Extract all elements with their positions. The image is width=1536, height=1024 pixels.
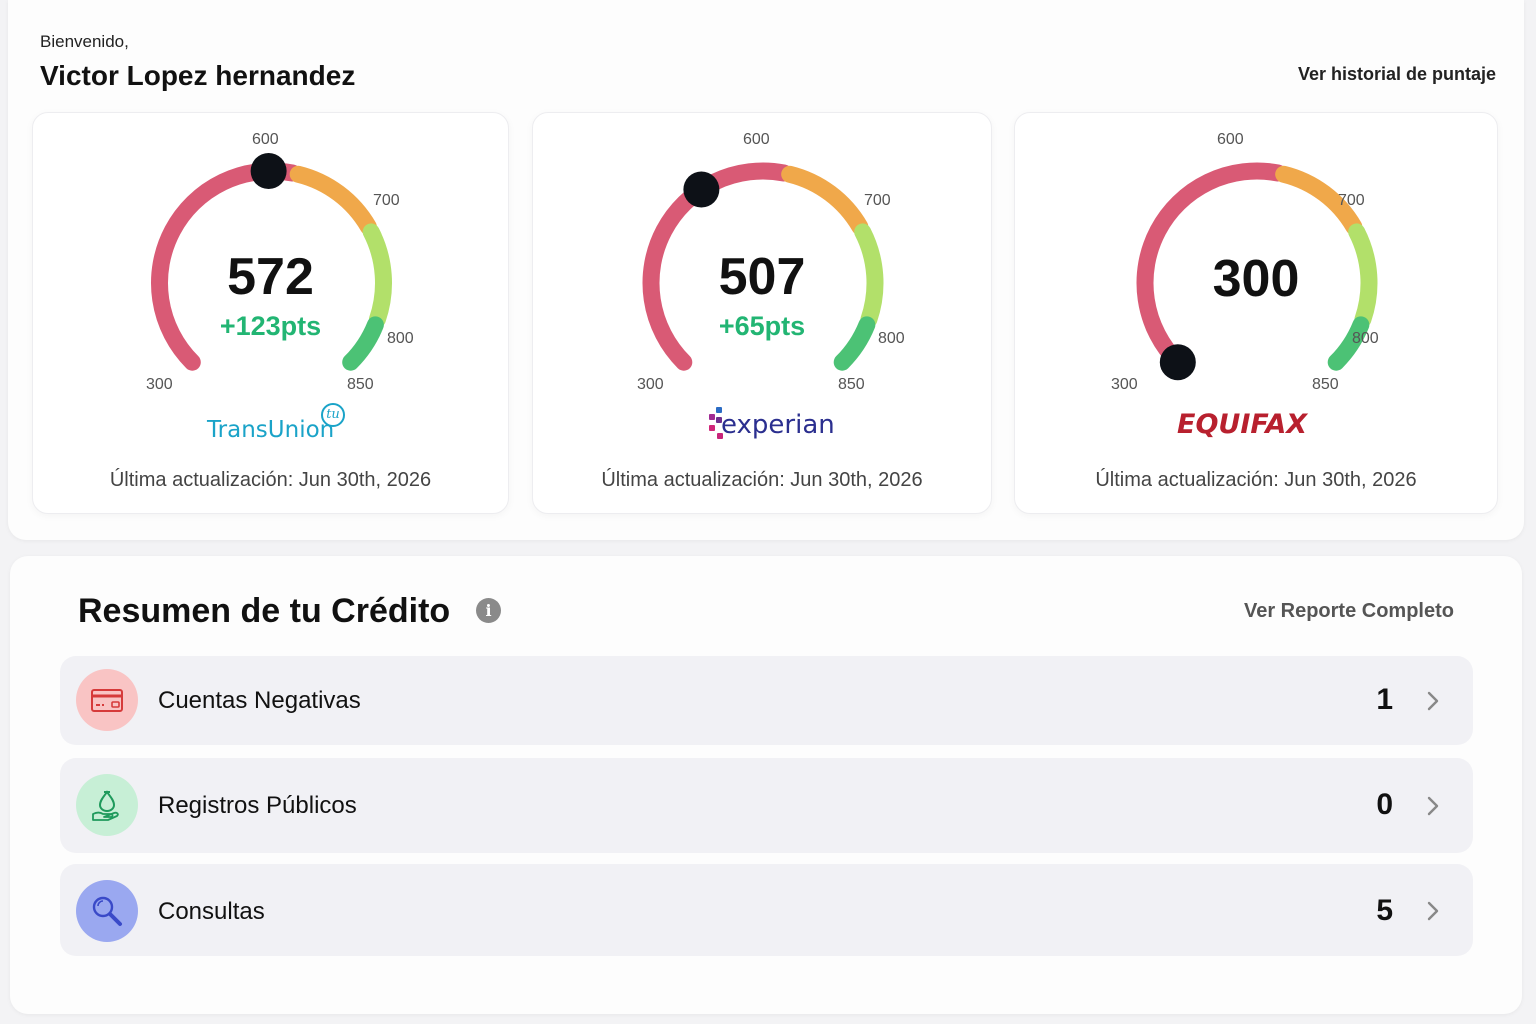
row-count: 0 xyxy=(1376,788,1393,821)
transunion-score-card[interactable]: 600 700 800 850 300 572 +123pts TransUni… xyxy=(32,112,509,514)
gauge-tick-700: 700 xyxy=(1338,192,1365,209)
transunion-logo-text: TransUnion xyxy=(207,417,335,443)
hand-bag-icon xyxy=(92,790,119,821)
equifax-logo: EQUIFAX xyxy=(1177,409,1317,443)
score-delta: +65pts xyxy=(718,311,806,341)
score-gauge xyxy=(151,153,392,371)
gauge-tick-800: 800 xyxy=(387,330,414,347)
gauge-segment-good xyxy=(854,223,884,328)
experian-logo: experian xyxy=(707,405,847,445)
score-value: 572 xyxy=(227,248,314,306)
transunion-badge: tu xyxy=(321,403,345,427)
gauge-tick-800: 800 xyxy=(1352,330,1379,347)
gauge-tick-300: 300 xyxy=(146,376,173,393)
gauge-score-marker xyxy=(683,171,720,208)
search-icon xyxy=(92,896,122,926)
last-updated: Última actualización: Jun 30th, 2026 xyxy=(1095,469,1417,491)
gauge-segment-poor xyxy=(1136,162,1287,371)
gauge-tick-600: 600 xyxy=(1217,131,1244,148)
score-history-link[interactable]: Ver historial de puntaje xyxy=(1297,64,1496,84)
score-gauge xyxy=(642,162,884,371)
row-label: Cuentas Negativas xyxy=(158,687,361,714)
gauge-score-marker xyxy=(1159,344,1196,381)
gauge-tick-850: 850 xyxy=(838,376,865,393)
chevron-right-icon xyxy=(1427,901,1439,921)
gauge-tick-600: 600 xyxy=(252,131,279,148)
score-value: 507 xyxy=(718,248,806,306)
greeting: Bienvenido, xyxy=(40,32,129,51)
gauge-tick-800: 800 xyxy=(878,330,905,347)
equifax-logo-text: EQUIFAX xyxy=(1177,409,1308,440)
credit-card-icon-badge xyxy=(76,669,138,731)
gauge-tick-850: 850 xyxy=(1312,376,1339,393)
info-icon[interactable]: i xyxy=(476,598,501,623)
experian-logo-text: experian xyxy=(721,410,835,440)
gauge-segment-poor xyxy=(642,162,793,371)
gauge-segment-good xyxy=(362,223,392,328)
row-count: 1 xyxy=(1376,683,1393,716)
gauge-tick-700: 700 xyxy=(864,192,891,209)
score-gauge xyxy=(1136,162,1378,381)
gauge-tick-300: 300 xyxy=(1111,376,1138,393)
summary-title: Resumen de tu Crédito xyxy=(78,592,451,630)
summary-row-registros-publicos[interactable]: Registros Públicos 0 xyxy=(60,758,1473,853)
gauge-segment-fair xyxy=(781,165,869,236)
full-report-link[interactable]: Ver Reporte Completo xyxy=(1243,600,1454,622)
score-delta: +123pts xyxy=(219,311,322,341)
experian-dots-icon xyxy=(709,407,723,439)
user-name: Victor Lopez hernandez xyxy=(40,60,356,91)
summary-row-cuentas-negativas[interactable]: Cuentas Negativas 1 xyxy=(60,656,1473,745)
credit-card-icon xyxy=(91,689,123,712)
hand-bag-icon-badge xyxy=(76,774,138,836)
last-updated: Última actualización: Jun 30th, 2026 xyxy=(109,469,432,491)
row-label: Consultas xyxy=(158,898,265,925)
gauge-tick-600: 600 xyxy=(743,131,770,148)
summary-row-consultas[interactable]: Consultas 5 xyxy=(60,864,1473,956)
gauge-segment-excellent xyxy=(1327,316,1370,371)
gauge-segment-excellent xyxy=(833,316,876,371)
row-count: 5 xyxy=(1376,894,1393,927)
chevron-right-icon xyxy=(1427,796,1439,816)
gauge-segment-good xyxy=(1348,223,1378,328)
gauge-segment-excellent xyxy=(342,316,384,371)
last-updated: Última actualización: Jun 30th, 2026 xyxy=(601,469,923,491)
score-value: 300 xyxy=(1212,250,1300,308)
gauge-score-marker xyxy=(250,153,287,190)
chevron-right-icon xyxy=(1427,691,1439,711)
gauge-segment-fair xyxy=(1275,165,1363,236)
search-icon-badge xyxy=(76,880,138,942)
gauge-segment-fair xyxy=(289,165,377,236)
equifax-score-card[interactable]: 600 700 800 850 300 300 EQUIFAX Última a… xyxy=(1014,112,1498,514)
row-label: Registros Públicos xyxy=(158,792,357,819)
gauge-tick-700: 700 xyxy=(373,192,400,209)
transunion-logo: TransUnion tu xyxy=(207,401,347,447)
experian-score-card[interactable]: 600 700 800 850 300 507 +65pts experian … xyxy=(532,112,992,514)
gauge-tick-300: 300 xyxy=(637,376,664,393)
gauge-tick-850: 850 xyxy=(347,376,374,393)
